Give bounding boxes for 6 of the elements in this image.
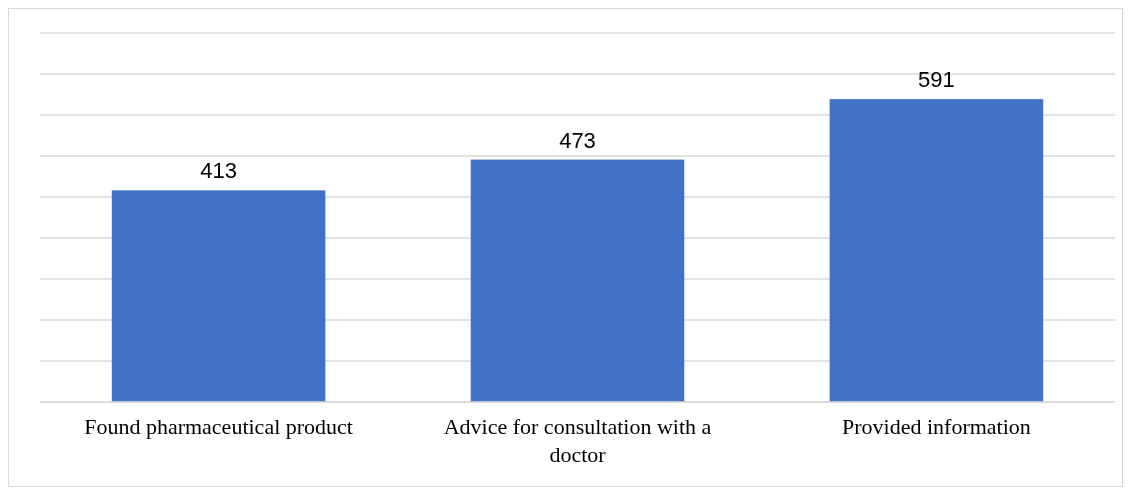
x-tick-label: Provided information bbox=[842, 414, 1031, 439]
x-tick-label: Advice for consultation with a doctor bbox=[443, 414, 712, 467]
data-label: 473 bbox=[559, 127, 596, 153]
data-label: 591 bbox=[918, 67, 955, 93]
x-tick-label: Found pharmaceutical product bbox=[84, 414, 353, 439]
data-label: 413 bbox=[200, 158, 237, 184]
